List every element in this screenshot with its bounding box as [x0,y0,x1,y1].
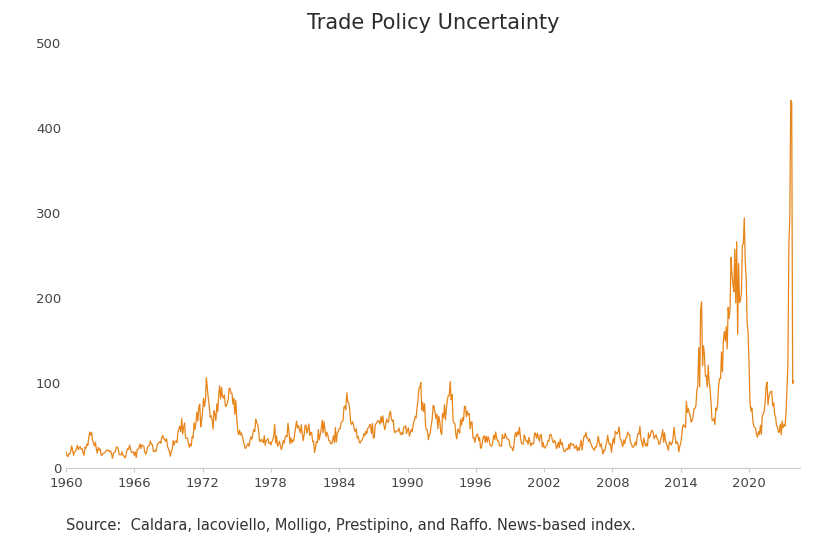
Text: Source:  Caldara, Iacoviello, Molligo, Prestipino, and Raffo. News-based index.: Source: Caldara, Iacoviello, Molligo, Pr… [66,518,636,533]
Title: Trade Policy Uncertainty: Trade Policy Uncertainty [307,13,559,33]
